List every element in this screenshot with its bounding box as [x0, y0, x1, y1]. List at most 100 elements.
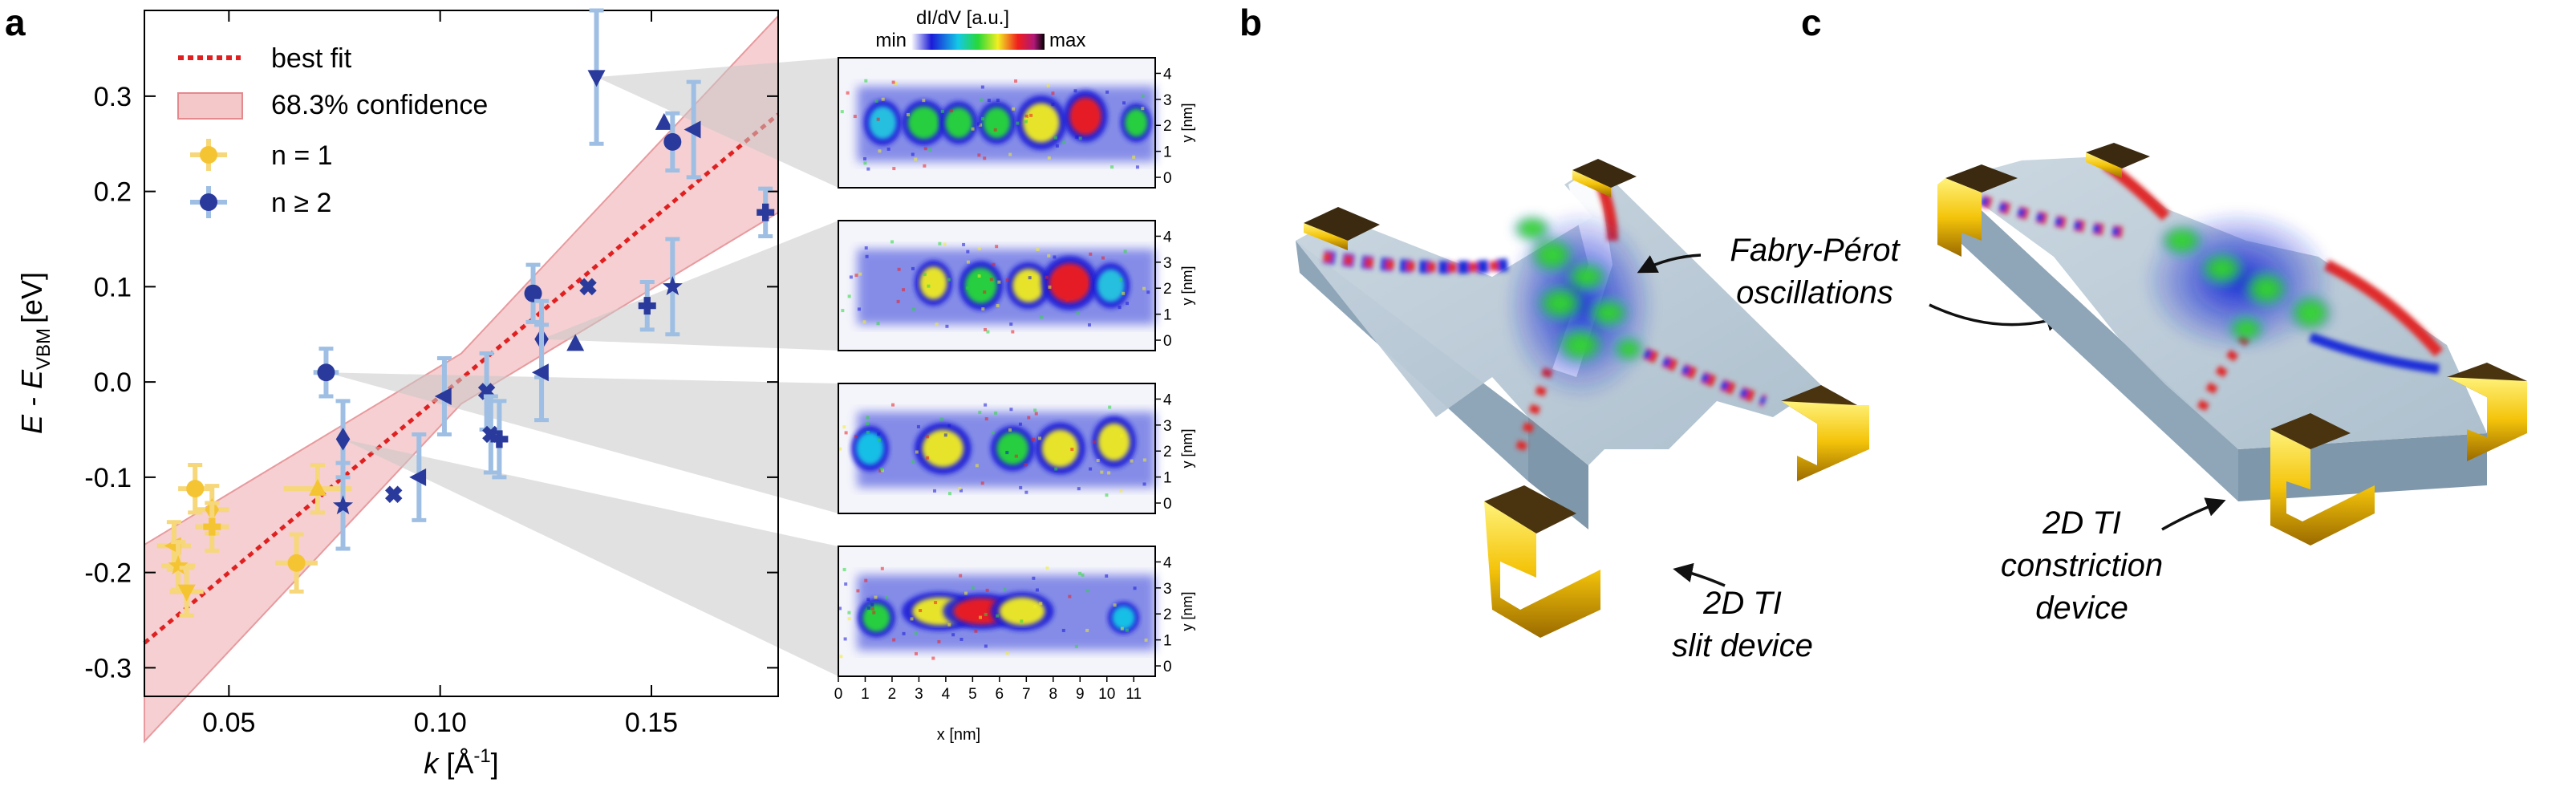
- map-pixel: [1053, 255, 1057, 259]
- map-pixel: [902, 288, 906, 292]
- map-pixel: [939, 417, 943, 421]
- map-pixel: [1045, 275, 1049, 279]
- map-pixel: [864, 79, 868, 83]
- x-tick-label: 0.05: [202, 708, 255, 738]
- colorbar-min-label: min: [875, 30, 907, 51]
- data-point: [663, 132, 682, 151]
- map-blob: [919, 266, 947, 300]
- slit-contact-bottom-right-front: [1781, 401, 1869, 481]
- map-pixel: [877, 438, 881, 442]
- legend-confidence-swatch: [177, 92, 243, 120]
- map-pixel: [1028, 276, 1032, 280]
- map-pixel: [974, 629, 978, 633]
- map-pixel: [978, 411, 982, 415]
- map-pixel: [947, 623, 951, 627]
- slit-green-blob-6: [1611, 335, 1646, 363]
- map-blob: [922, 429, 963, 468]
- map-y-tick-label: 4: [1163, 554, 1172, 571]
- slit-green-blob-7: [1511, 214, 1553, 243]
- map-frame: [838, 383, 1156, 514]
- map-pixel: [1118, 306, 1122, 310]
- map-pixel: [897, 267, 901, 271]
- map-y-tick-label: 2: [1163, 606, 1172, 623]
- map-pixel: [1130, 459, 1134, 463]
- map-blob: [1012, 269, 1045, 302]
- map-pixel: [1029, 113, 1033, 117]
- map-pixel: [891, 80, 895, 84]
- map-pixel: [1039, 315, 1043, 319]
- map-y-axis-title: y [nm]: [1179, 591, 1195, 631]
- map-pixel: [965, 286, 969, 290]
- map-pixel: [992, 262, 996, 266]
- map-blob: [856, 432, 884, 465]
- x-tick-label: 0.15: [625, 708, 678, 738]
- constriction-contact-top-middle-front: [2086, 152, 2122, 178]
- map-y-tick-label: 1: [1163, 144, 1172, 161]
- map-pixel: [1132, 155, 1136, 159]
- map-pixel: [1118, 278, 1122, 282]
- map-pixel: [979, 615, 983, 619]
- map-pixel: [1016, 121, 1020, 125]
- map-pixel: [1045, 566, 1049, 570]
- map-x-tick-label: 10: [1098, 686, 1115, 703]
- panel-label-a: a: [5, 2, 26, 43]
- map-pixel: [870, 603, 874, 607]
- map-pixel: [866, 430, 870, 434]
- map-pixel: [949, 108, 953, 112]
- map-x-tick-label: 2: [888, 686, 897, 703]
- slit-green-blob-1: [1527, 234, 1578, 276]
- constriction-green-blob-2: [2197, 249, 2248, 288]
- map-pixel: [1033, 408, 1037, 412]
- map-pixel: [1125, 628, 1129, 632]
- fp-label-line1: Fabry-Pérot: [1730, 233, 1901, 268]
- map-pixel: [858, 272, 862, 276]
- map-pixel: [839, 655, 843, 659]
- map-pixel: [928, 148, 932, 152]
- map-pixel: [1119, 489, 1123, 493]
- map-pixel: [1074, 644, 1078, 648]
- map-pixel: [896, 299, 900, 303]
- map-pixel: [989, 278, 993, 282]
- map-pixel: [1142, 482, 1146, 486]
- map-pixel: [1047, 254, 1051, 258]
- map-pixel: [1024, 490, 1028, 494]
- map-pixel: [842, 425, 846, 429]
- map-link-wedge: [326, 372, 838, 513]
- map-link-layer: [326, 58, 838, 676]
- constriction-edge-right-blue: [2308, 332, 2440, 374]
- colorbar-title: dI/dV [a.u.]: [916, 7, 1009, 29]
- map-pixel: [1073, 89, 1077, 93]
- didv-map-1: 0 1 2 3 4 y [nm]: [838, 57, 1195, 189]
- constriction-device-arrow: [2161, 497, 2226, 531]
- map-pixel: [847, 611, 851, 615]
- map-pixel: [880, 467, 884, 471]
- map-pixel: [1019, 485, 1023, 489]
- map-pixel: [1054, 467, 1058, 471]
- map-pixel: [1033, 605, 1037, 609]
- map-pixel: [1020, 619, 1024, 623]
- map-pixel: [985, 588, 989, 592]
- map-pixel: [846, 91, 850, 95]
- constriction-contact-bottom-left: [2270, 413, 2351, 449]
- map-pixel: [849, 275, 853, 279]
- map-pixel: [983, 290, 987, 294]
- map-y-tick-label: 2: [1163, 444, 1172, 460]
- map-pixel: [987, 99, 991, 103]
- colorbar-max-label: max: [1049, 30, 1085, 51]
- slit-contact-top-left: [1304, 207, 1380, 241]
- map-y-tick-label: 1: [1163, 633, 1172, 650]
- map-x-tick-label: 8: [1049, 686, 1058, 703]
- map-pixel: [1009, 408, 1013, 412]
- map-pixel: [983, 156, 987, 160]
- map-pixel: [857, 307, 861, 311]
- data-point: [287, 554, 306, 572]
- map-pixel: [1110, 165, 1114, 169]
- map-pixel: [1142, 458, 1146, 462]
- map-pixel: [867, 611, 871, 615]
- y-tick-label: 0.0: [94, 367, 132, 398]
- map-pixel: [867, 606, 871, 611]
- map-pixel: [874, 595, 878, 599]
- map-y-tick-label: 1: [1163, 307, 1172, 324]
- slit-contact-top-right-front: [1572, 170, 1611, 197]
- data-point: [566, 334, 585, 351]
